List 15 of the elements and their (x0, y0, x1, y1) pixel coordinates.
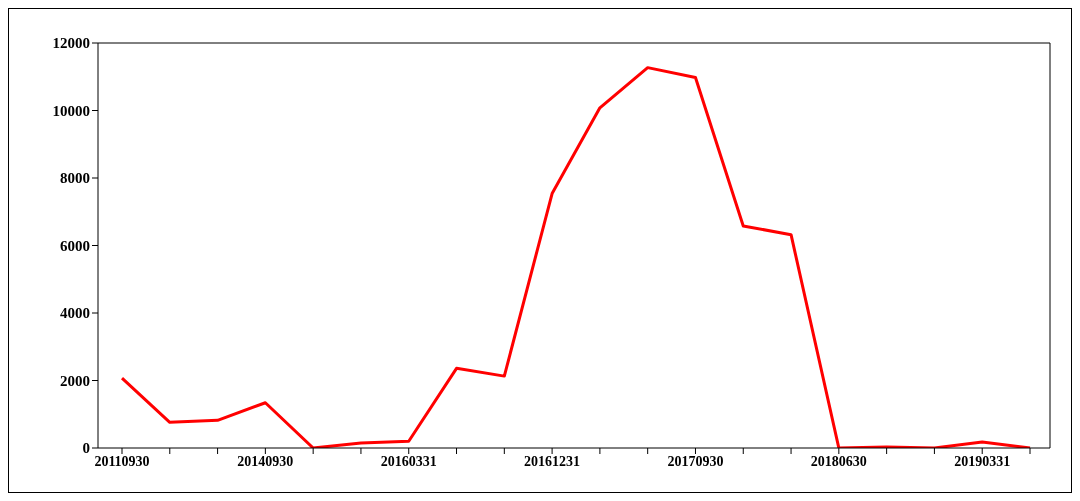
y-tick-label: 8000 (60, 170, 90, 187)
y-tick-label: 6000 (60, 237, 90, 254)
y-tick-label: 2000 (60, 372, 90, 389)
y-tick-label: 0 (82, 440, 90, 457)
y-tick-label: 12000 (52, 35, 90, 52)
x-tick-label: 20170930 (667, 453, 724, 469)
y-tick-label: 10000 (52, 102, 90, 119)
line-series (120, 66, 1032, 448)
x-tick-label: 20161231 (524, 453, 581, 469)
x-tick-label: 20140930 (237, 453, 294, 469)
y-tick-label: 4000 (60, 305, 90, 322)
x-tick-label: 20180630 (810, 453, 867, 469)
x-tick-label: 20190331 (954, 453, 1011, 469)
x-tick-label: 20110930 (94, 453, 150, 469)
x-tick-label: 20160331 (380, 453, 437, 469)
